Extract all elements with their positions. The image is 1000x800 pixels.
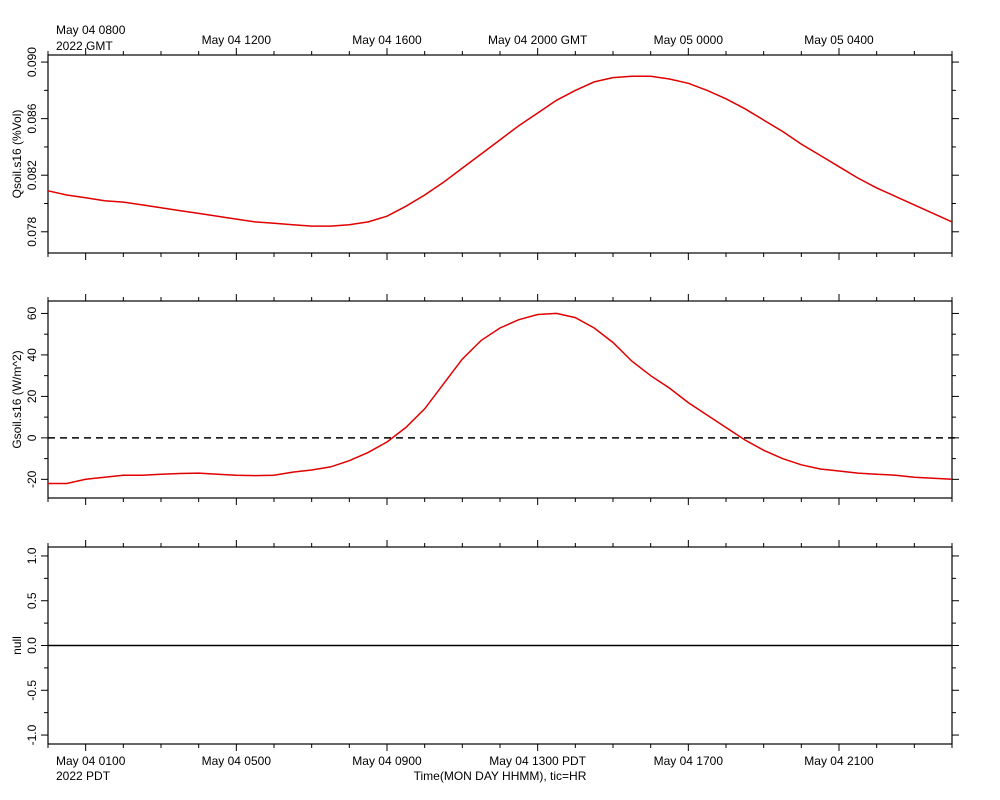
panel-3-ytick-label: -0.5 (25, 680, 39, 701)
bottom-axis-tick-label: May 04 1300 PDT (489, 754, 586, 768)
bottom-axis-tick-label: May 04 0500 (202, 754, 272, 768)
panel-2-ytick-label: 60 (25, 306, 39, 320)
panel-2-ytick-label: 40 (25, 348, 39, 362)
bottom-axis-year-label: 2022 PDT (56, 769, 111, 783)
top-axis-year-label: 2022 GMT (56, 39, 113, 53)
x-axis-label: Time(MON DAY HHMM), tic=HR (414, 769, 587, 783)
top-axis-tick-label: May 04 1600 (352, 33, 422, 47)
panel-1-ytick-label: 0.090 (25, 47, 39, 77)
panel-2-series-line (48, 312, 953, 485)
axes-layer: 0.078 0.082 0.086 0.090 Qsoil.s16 (%Vol) -20 0… (10, 23, 959, 768)
panel-2-ytick-label: 20 (25, 389, 39, 403)
top-axis-tick-label: May 04 1200 (202, 33, 272, 47)
top-axis-tick-label: May 04 0800 (56, 23, 126, 37)
panel-1-series-line (47, 75, 953, 227)
panel-3-ytick-label: 0.0 (25, 637, 39, 654)
panel-1-ytick-label: 0.082 (25, 160, 39, 190)
panel-1-ytick-label: 0.078 (25, 216, 39, 246)
bottom-axis-tick-label: May 04 2100 (804, 754, 874, 768)
panel-1-ytick-label: 0.086 (25, 103, 39, 133)
panel-3-ylabel: null (10, 636, 24, 655)
bottom-axis-tick-label: May 04 0900 (352, 754, 422, 768)
panel-1-ylabel: Qsoil.s16 (%Vol) (10, 110, 24, 199)
panel-2-ytick-label: -20 (25, 470, 39, 488)
panel-2-ylabel: Gsoil.s16 (W/m^2) (10, 350, 24, 448)
bottom-axis-tick-label: May 04 1700 (654, 754, 724, 768)
top-axis-tick-label: May 04 2000 GMT (488, 33, 588, 47)
panel-3-ytick-label: 0.5 (25, 592, 39, 609)
bottom-axis-tick-label: May 04 0100 (56, 754, 126, 768)
top-axis-tick-label: May 05 0000 (654, 33, 724, 47)
top-axis-tick-label: May 05 0400 (804, 33, 874, 47)
panel-2-ytick-label: 0 (25, 434, 39, 441)
panel-3-ytick-label: 1.0 (25, 547, 39, 564)
panel-3-ytick-label: -1.0 (25, 724, 39, 745)
